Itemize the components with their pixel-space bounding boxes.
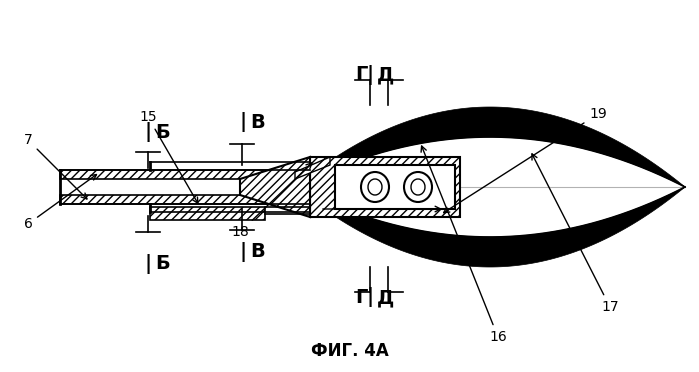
Text: Б: Б [155,254,170,273]
Polygon shape [310,157,460,217]
Text: 17: 17 [532,154,619,314]
Text: В: В [250,113,265,132]
Text: Г: Г [355,288,368,307]
Polygon shape [295,157,330,179]
Text: В: В [250,242,265,261]
Text: 15: 15 [139,110,198,203]
Polygon shape [60,195,310,204]
Polygon shape [240,157,310,217]
Polygon shape [150,207,265,220]
Text: Д: Д [377,288,394,307]
Polygon shape [335,165,455,209]
Text: Г: Г [355,65,368,84]
Text: 19: 19 [444,107,607,213]
Text: 16: 16 [421,146,507,344]
Text: 6: 6 [24,174,96,231]
Text: Д: Д [377,65,394,84]
Polygon shape [60,179,310,195]
Text: |: | [240,242,247,262]
Text: 7: 7 [24,133,87,199]
Polygon shape [295,107,685,187]
Text: ФИГ. 4А: ФИГ. 4А [311,342,389,360]
Text: |: | [145,254,152,274]
Text: |: | [366,287,373,307]
Text: Б: Б [155,123,170,142]
Text: 18: 18 [231,163,312,239]
Polygon shape [60,170,310,179]
Polygon shape [295,187,685,267]
Text: |: | [145,122,152,142]
Text: |: | [240,112,247,132]
Text: |: | [366,65,373,85]
